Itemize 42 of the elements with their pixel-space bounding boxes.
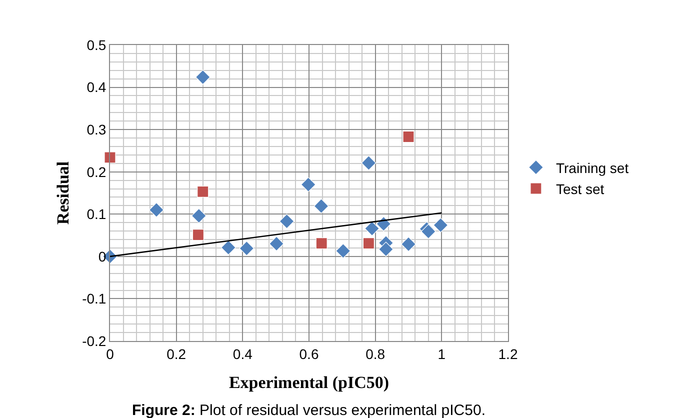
point	[316, 238, 328, 250]
x-axis-title: Experimental (pIC50)	[228, 373, 390, 392]
point	[269, 236, 284, 252]
caption: Figure 2: Plot of residual versus experimental pIC50.	[132, 402, 486, 418]
point	[364, 221, 380, 236]
legend-label: Test set	[556, 180, 604, 197]
x-tick-label: 0.4	[232, 346, 253, 362]
point	[195, 70, 210, 85]
point	[279, 214, 294, 229]
y-tick-label: 0.1	[86, 206, 106, 222]
point	[401, 236, 416, 252]
y-tick-label: 0	[98, 248, 106, 264]
x-tick-label: 0.2	[166, 346, 186, 362]
y-tick-label: 0.3	[86, 121, 106, 138]
point	[191, 208, 206, 224]
y-axis-title: Residual	[54, 161, 73, 225]
y-tick-label: -0.1	[82, 290, 106, 307]
x-tick-label: 1.2	[498, 346, 518, 362]
point	[104, 152, 116, 164]
y-tick-label: 0.5	[86, 36, 106, 53]
point	[361, 156, 376, 170]
point	[314, 198, 329, 214]
point	[220, 240, 236, 255]
point	[300, 177, 316, 192]
point	[192, 229, 204, 241]
point	[239, 240, 254, 256]
point	[148, 202, 164, 218]
point	[420, 224, 436, 239]
point	[362, 238, 374, 250]
x-tick-label: 0.6	[299, 346, 319, 362]
point	[378, 242, 394, 257]
point	[402, 130, 414, 143]
y-tick-label: -0.2	[82, 332, 106, 349]
x-tick-label: 1	[438, 346, 446, 362]
x-tick-label: 0.8	[366, 346, 386, 362]
legend-label: Training set	[556, 160, 629, 176]
point	[376, 216, 392, 232]
point	[433, 218, 448, 233]
y-tick-label: 0.2	[86, 164, 106, 180]
y-tick-label: 0.4	[86, 79, 106, 96]
point	[197, 186, 209, 198]
point	[336, 243, 351, 258]
